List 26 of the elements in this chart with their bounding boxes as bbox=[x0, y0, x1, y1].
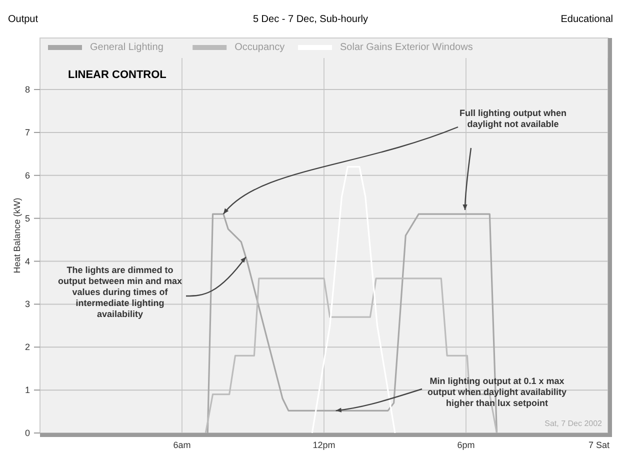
y-tick-label: 7 bbox=[24, 127, 30, 138]
annotation: Min lighting output at 0.1 x max output when daylight availability higher than lux setpoint bbox=[427, 376, 567, 408]
chart-title: 5 Dec - 7 Dec, Sub-hourly bbox=[252, 14, 368, 25]
text: Educational bbox=[560, 14, 613, 25]
annotation: LINEAR CONTROL bbox=[68, 69, 167, 81]
y-tick-label: 0 bbox=[24, 428, 30, 438]
text: Output bbox=[8, 14, 38, 25]
line-series bbox=[311, 166, 396, 434]
annotation: Full lighting output when daylight not available bbox=[460, 108, 566, 129]
y-axis-title: Heat Balance (kW) bbox=[12, 198, 22, 274]
legend-label: General Lighting bbox=[90, 42, 164, 53]
x-tick-label: 6am bbox=[173, 440, 191, 450]
y-tick-label: 8 bbox=[24, 84, 30, 95]
x-tick-label: 6pm bbox=[457, 440, 475, 450]
legend-label: Occupancy bbox=[234, 42, 285, 53]
y-tick-label: 5 bbox=[24, 213, 30, 224]
y-tick-label: 1 bbox=[24, 385, 30, 396]
annotation: The lights are dimmed to output between min and max values during times of intermediate lighting availability bbox=[58, 265, 182, 319]
y-tick-label: 2 bbox=[24, 342, 30, 352]
y-tick-label: 6 bbox=[24, 170, 30, 180]
x-tick-label: 12pm bbox=[312, 440, 336, 450]
y-tick-label: 3 bbox=[24, 299, 30, 310]
y-tick-label: 4 bbox=[24, 256, 30, 266]
annotation: Sat, 7 Dec 2002 bbox=[544, 419, 603, 428]
legend-label: Solar Gains Exterior Windows bbox=[340, 42, 473, 53]
x-tick-label: 7 Sat bbox=[588, 440, 610, 450]
